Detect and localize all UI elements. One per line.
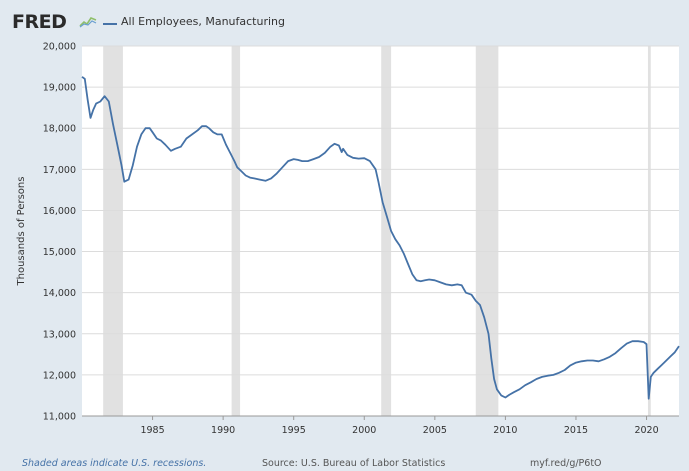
y-axis-label: Thousands of Persons xyxy=(16,177,27,287)
legend-series-label[interactable]: All Employees, Manufacturing xyxy=(121,15,285,28)
y-tick-label: 11,000 xyxy=(43,412,76,423)
recession-band xyxy=(103,46,123,416)
fred-logo[interactable]: FRED xyxy=(12,11,67,33)
legend-line-swatch xyxy=(103,23,117,25)
chart-header: FRED All Employees, Manufacturing xyxy=(0,0,689,44)
source-credit: Source: U.S. Bureau of Labor Statistics xyxy=(262,458,446,469)
x-tick-label: 1985 xyxy=(140,425,164,436)
fred-graph-icon xyxy=(79,17,97,28)
x-tick-label: 1995 xyxy=(282,425,306,436)
y-tick-label: 14,000 xyxy=(43,288,76,299)
series-line xyxy=(81,76,680,400)
line-chart: 11,000 12,000 13,000 14,000 15,000 16,000 17,0… xyxy=(16,42,680,436)
y-tick-label: 12,000 xyxy=(43,370,76,381)
y-tick-label: 16,000 xyxy=(43,206,76,217)
y-tick-label: 19,000 xyxy=(43,83,76,94)
x-tick-label: 2005 xyxy=(423,425,447,436)
short-url[interactable]: myf.red/g/P6tO xyxy=(530,458,602,469)
y-tick-label: 20,000 xyxy=(43,42,76,53)
y-tick-label: 15,000 xyxy=(43,247,76,258)
recession-band xyxy=(231,46,241,416)
x-tick-label: 2010 xyxy=(493,425,517,436)
x-tick-label: 1990 xyxy=(211,425,235,436)
chart-footer: Shaded areas indicate U.S. recessions. S… xyxy=(0,458,689,471)
y-tick-label: 18,000 xyxy=(43,124,76,135)
x-tick-label: 2020 xyxy=(634,425,658,436)
recession-band xyxy=(381,46,392,416)
recession-band xyxy=(475,46,499,416)
x-tick-label: 2015 xyxy=(564,425,588,436)
y-tick-label: 13,000 xyxy=(43,329,76,340)
plot-area xyxy=(82,46,679,416)
recession-band xyxy=(647,46,651,416)
x-tick-label: 2000 xyxy=(352,425,376,436)
y-tick-label: 17,000 xyxy=(43,165,76,176)
recession-note: Shaded areas indicate U.S. recessions. xyxy=(22,458,207,469)
